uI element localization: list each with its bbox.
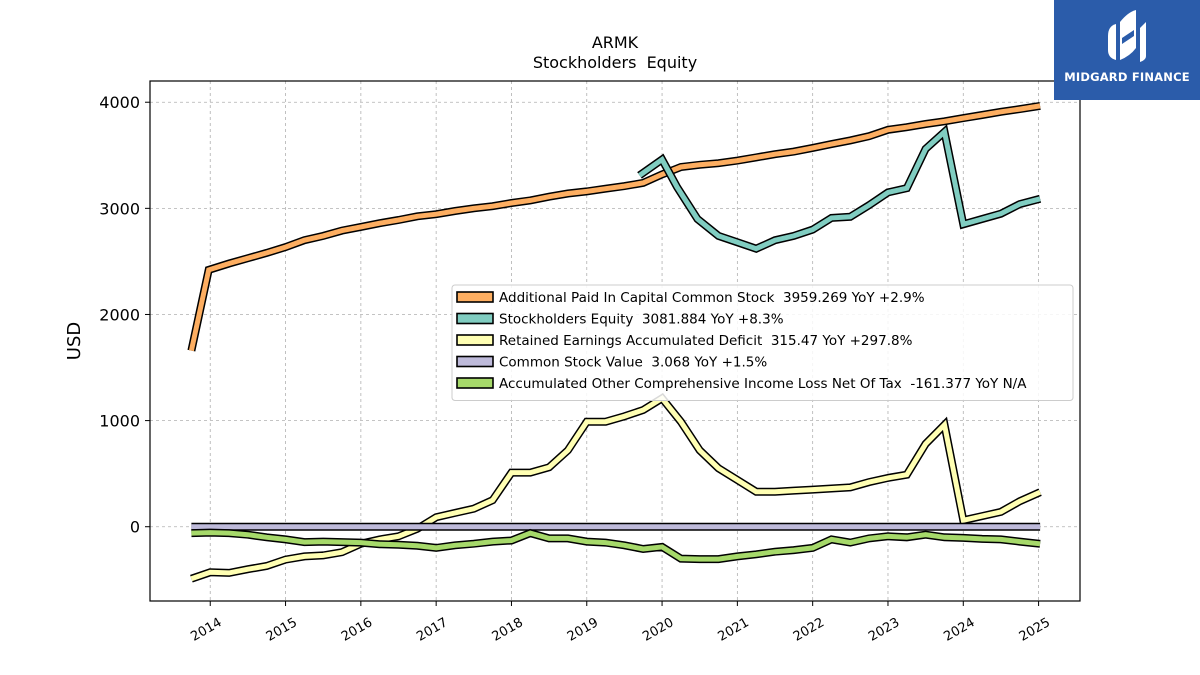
brand-logo: MIDGARD FINANCE (1054, 0, 1200, 100)
legend-label: Additional Paid In Capital Common Stock … (499, 290, 925, 306)
legend-swatch (456, 312, 494, 325)
x-tick-label: 2017 (414, 615, 450, 645)
series-line (190, 395, 1042, 582)
legend-swatch (456, 291, 494, 303)
series-accumulated-other-comprehensive-income-loss-net-of-tax (191, 528, 1041, 564)
y-tick-label: 1000 (99, 412, 140, 431)
x-tick-label: 2014 (188, 615, 224, 645)
legend-swatch (456, 355, 494, 368)
legend-box (451, 284, 1074, 401)
legend-item: Additional Paid In Capital Common Stock … (456, 290, 925, 306)
series-outline (637, 124, 1042, 253)
legend-item: Accumulated Other Comprehensive Income L… (456, 376, 1027, 392)
x-tick-label: 2020 (640, 615, 676, 645)
series-stockholders-equity (637, 124, 1042, 253)
chart-title: ARMK (592, 33, 639, 52)
series-outline (190, 393, 1042, 583)
legend: Additional Paid In Capital Common Stock … (451, 284, 1074, 401)
y-axis-label: USD (64, 322, 85, 360)
plot-frame (149, 80, 1081, 602)
legend-item: Retained Earnings Accumulated Deficit 31… (456, 333, 913, 349)
series-line (188, 103, 1041, 352)
legend-label: Accumulated Other Comprehensive Income L… (499, 376, 1027, 392)
series-line (191, 530, 1041, 562)
series-lines (187, 101, 1042, 583)
series-retained-earnings-accumulated-deficit (190, 393, 1042, 583)
brand-name: MIDGARD FINANCE (1064, 70, 1190, 84)
y-tick-label: 2000 (99, 305, 140, 324)
x-tick-label: 2021 (716, 615, 752, 645)
series-additional-paid-in-capital-common-stock (187, 101, 1041, 352)
chart-subtitle: Stockholders Equity (533, 53, 697, 72)
y-tick-label: 3000 (99, 199, 140, 218)
legend-label: Common Stock Value 3.068 YoY +1.5% (499, 355, 767, 371)
midgard-logo-icon (1108, 10, 1146, 62)
legend-item: Stockholders Equity 3081.884 YoY +8.3% (456, 312, 784, 328)
x-tick-label: 2025 (1017, 615, 1053, 645)
legend-label: Retained Earnings Accumulated Deficit 31… (499, 333, 913, 349)
y-tick-label: 4000 (99, 93, 140, 112)
series-line (638, 127, 1041, 252)
x-tick-label: 2016 (339, 615, 375, 645)
y-tick-label: 0 (130, 518, 140, 537)
x-tick-label: 2022 (791, 615, 827, 645)
x-tick-label: 2015 (264, 615, 300, 645)
legend-swatch (456, 377, 494, 389)
x-tick-label: 2019 (565, 615, 601, 645)
legend-label: Stockholders Equity 3081.884 YoY +8.3% (499, 312, 784, 328)
x-tick-label: 2018 (490, 615, 526, 645)
legend-item: Common Stock Value 3.068 YoY +1.5% (456, 355, 767, 371)
legend-swatch (456, 334, 494, 346)
x-tick-label: 2023 (866, 615, 902, 645)
x-tick-label: 2024 (941, 615, 977, 645)
